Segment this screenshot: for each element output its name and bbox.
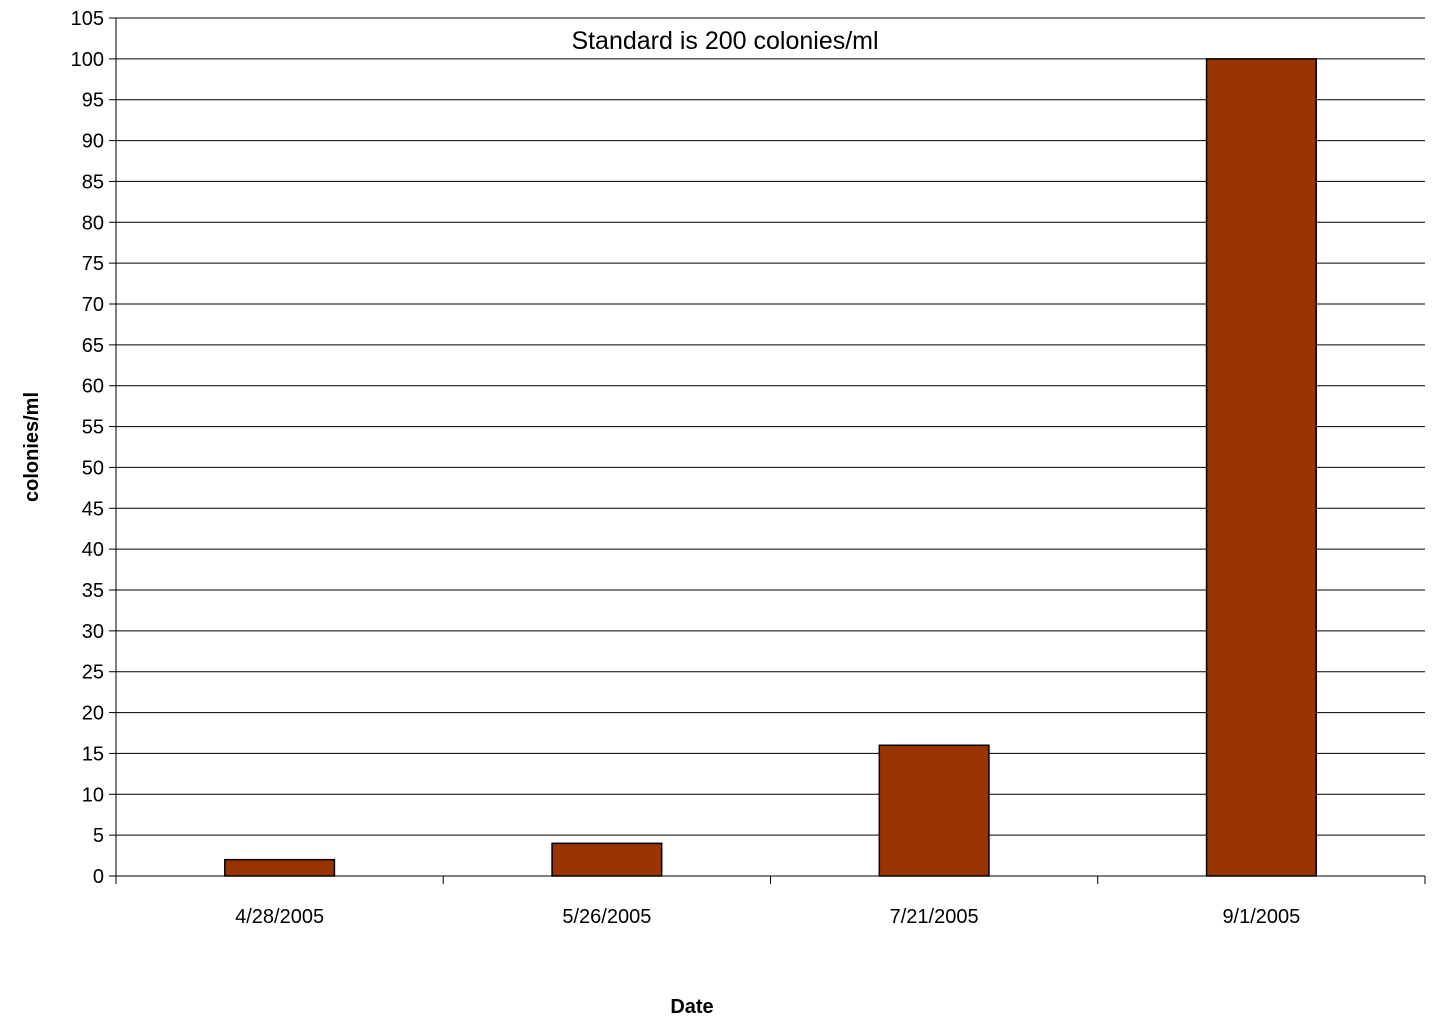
- y-tick-label: 75: [82, 253, 104, 275]
- y-axis-label: colonies/ml: [21, 392, 43, 502]
- bar: [224, 858, 336, 877]
- x-tick-label: 9/1/2005: [1222, 906, 1300, 928]
- x-tick-labels: 4/28/2005 5/26/2005 7/21/2005 9/1/2005: [235, 906, 1300, 928]
- y-tick-label: 55: [82, 417, 104, 439]
- y-tick-label: 90: [82, 131, 104, 153]
- y-tick-label: 50: [82, 457, 104, 479]
- y-tick-label: 40: [82, 539, 104, 561]
- y-tick-label: 35: [82, 580, 104, 602]
- y-tick-label: 80: [82, 212, 104, 234]
- x-axis-label: Date: [670, 996, 713, 1018]
- bar: [878, 744, 990, 877]
- y-tick-label: 25: [82, 662, 104, 684]
- bar: [551, 842, 663, 877]
- chart-annotation: Standard is 200 colonies/ml: [571, 27, 878, 55]
- y-tick-label: 85: [82, 171, 104, 193]
- bar: [1205, 58, 1317, 877]
- x-tick-label: 7/21/2005: [890, 906, 979, 928]
- x-tick-label: 4/28/2005: [235, 906, 324, 928]
- y-tick-labels: 0 5 10 15 20 25 30 35 40 45 50 55 60 65 70 75 80 85 90 95 10…: [71, 8, 104, 888]
- y-tick-label: 95: [82, 90, 104, 112]
- y-tick-label: 10: [82, 784, 104, 806]
- y-tick-label: 0: [93, 866, 104, 888]
- axes: [109, 17, 1426, 884]
- y-tick-label: 70: [82, 294, 104, 316]
- y-tick-label: 20: [82, 703, 104, 725]
- y-tick-label: 30: [82, 621, 104, 643]
- y-tick-label: 15: [82, 743, 104, 765]
- x-tick-label: 5/26/2005: [562, 906, 651, 928]
- y-tick-label: 45: [82, 498, 104, 520]
- y-tick-label: 65: [82, 335, 104, 357]
- bars: [224, 58, 1317, 877]
- y-tick-label: 60: [82, 376, 104, 398]
- y-tick-label: 5: [93, 825, 104, 847]
- y-tick-label: 105: [71, 8, 104, 30]
- y-tick-label: 100: [71, 49, 104, 71]
